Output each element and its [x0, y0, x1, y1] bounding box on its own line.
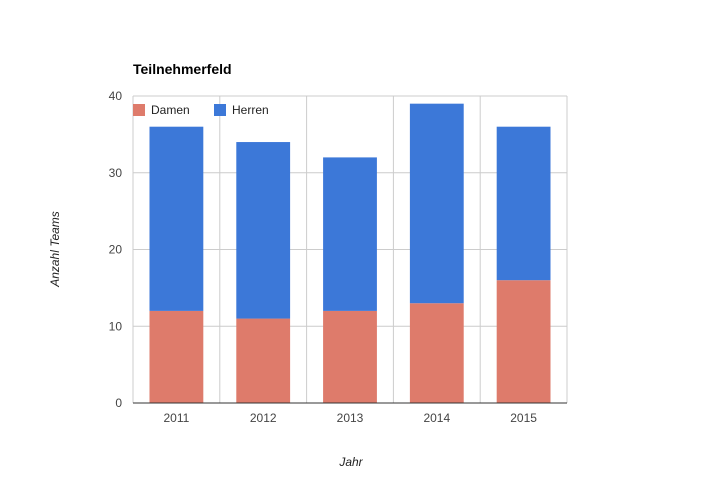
- bar-herren-2013: [323, 157, 377, 311]
- bar-herren-2015: [496, 126, 551, 281]
- y-tick-label: 20: [109, 243, 123, 257]
- x-tick-label: 2011: [163, 411, 189, 425]
- y-tick-label: 40: [109, 89, 123, 103]
- bars: [149, 103, 551, 403]
- y-axis-title: Anzahl Teams: [48, 211, 62, 288]
- bar-herren-2014: [409, 103, 464, 304]
- legend-swatch-damen: [133, 104, 145, 116]
- bar-herren-2012: [236, 142, 291, 319]
- y-tick-label: 0: [115, 396, 122, 410]
- bar-damen-2012: [236, 318, 291, 403]
- chart-title: Teilnehmerfeld: [133, 61, 232, 77]
- bar-herren-2011: [149, 126, 204, 311]
- legend-swatch-herren: [214, 104, 226, 116]
- x-tick-label: 2013: [337, 411, 364, 425]
- gridlines: [132, 95, 568, 403]
- x-tick-label: 2015: [510, 411, 537, 425]
- legend-label-damen: Damen: [151, 103, 190, 117]
- bar-damen-2011: [149, 310, 204, 403]
- y-tick-label: 30: [109, 166, 123, 180]
- y-tick-label: 10: [109, 319, 123, 333]
- legend: Damen Herren: [133, 103, 269, 117]
- bar-damen-2013: [323, 310, 377, 403]
- y-axis-ticks: 0 10 20 30 40: [109, 89, 123, 410]
- bar-damen-2014: [409, 303, 464, 403]
- x-axis-title: Jahr: [338, 455, 363, 469]
- bar-damen-2015: [496, 280, 551, 403]
- x-tick-label: 2012: [250, 411, 277, 425]
- x-tick-label: 2014: [423, 411, 450, 425]
- x-axis-ticks: 2011 2012 2013 2014 2015: [163, 411, 537, 425]
- legend-label-herren: Herren: [232, 103, 269, 117]
